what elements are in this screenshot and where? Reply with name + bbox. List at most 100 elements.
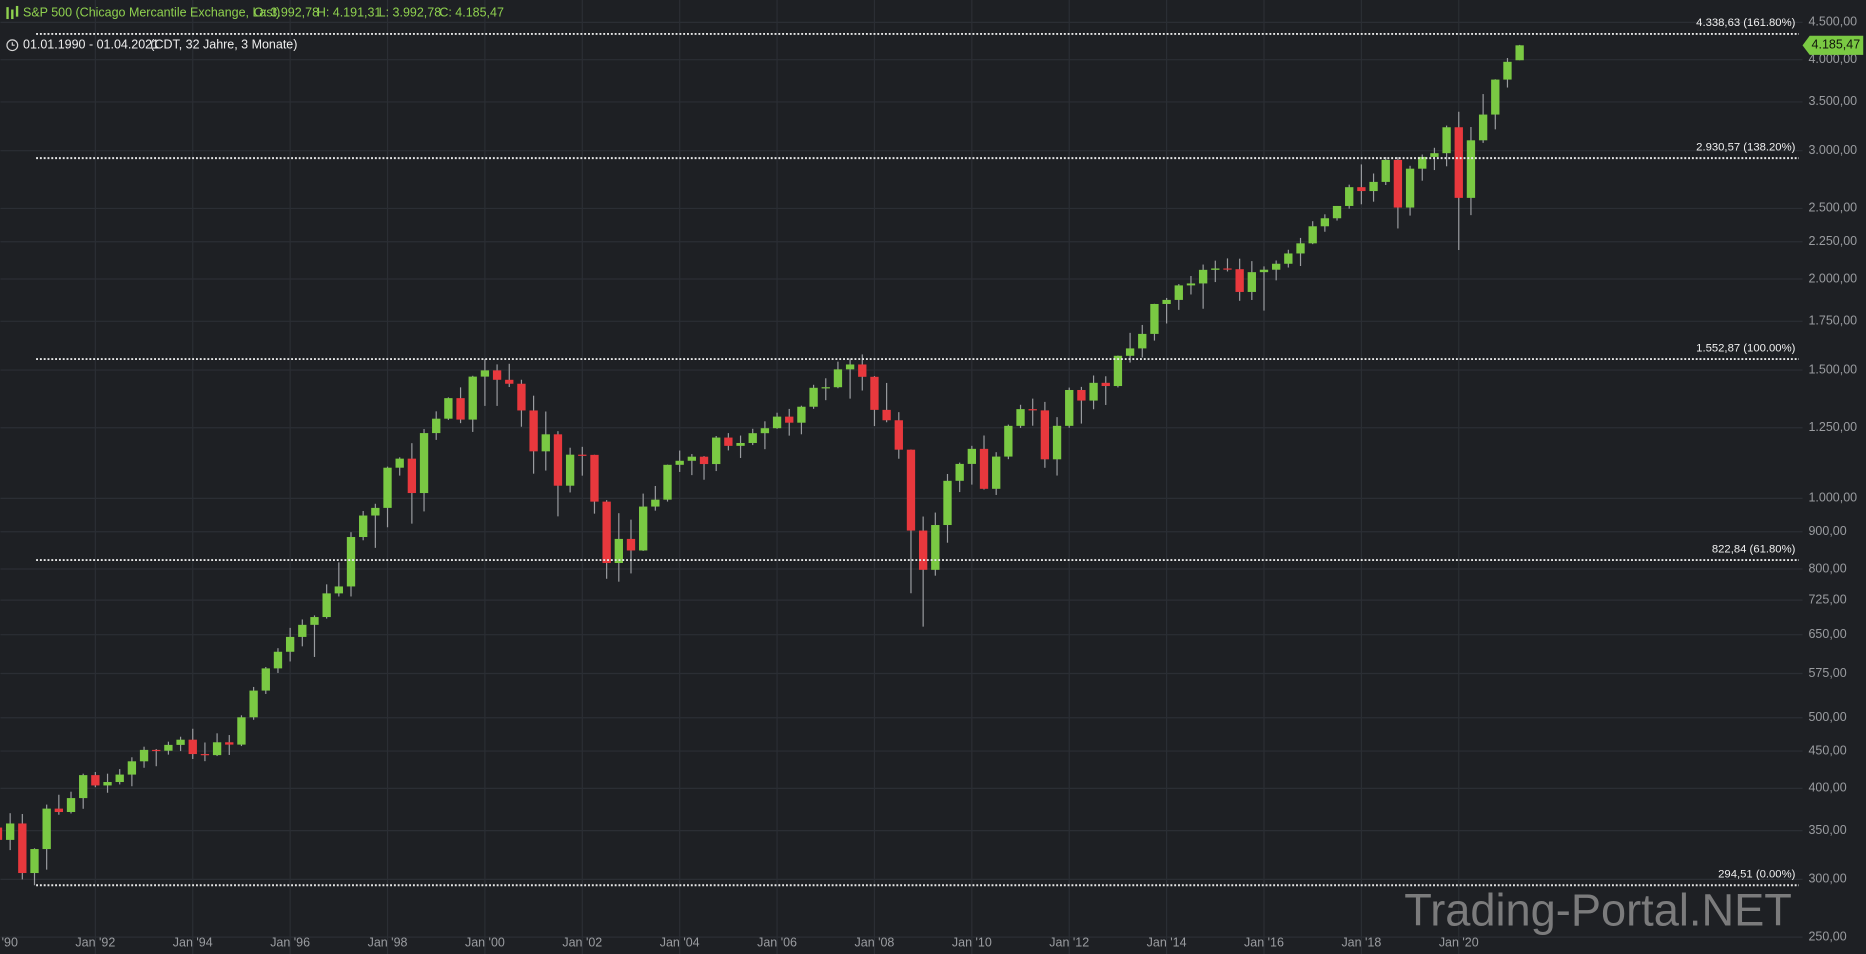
candle-body — [139, 749, 149, 762]
y-tick-label: 400,00 — [1808, 781, 1846, 795]
candle-body — [1466, 140, 1476, 198]
x-tick-label: Jan '18 — [1341, 936, 1381, 950]
candle-body — [66, 798, 76, 813]
x-tick-label: Jan '90 — [0, 936, 18, 950]
x-tick-label: Jan '02 — [562, 936, 602, 950]
x-tick-label: Jan '96 — [270, 936, 310, 950]
candle-body — [1089, 382, 1098, 401]
y-tick-label: 3.500,00 — [1808, 94, 1857, 108]
candle-body — [1186, 283, 1196, 286]
y-tick-label: 2.250,00 — [1808, 234, 1857, 248]
candle-body — [346, 537, 356, 587]
candle-body — [967, 448, 977, 464]
ohlc-high: H: 4.191,31 — [317, 5, 382, 19]
x-tick-label: Jan '06 — [757, 936, 797, 950]
date-range-detail: (CDT, 32 Jahre, 3 Monate) — [150, 37, 297, 51]
y-tick-label: 350,00 — [1808, 823, 1846, 837]
y-tick-label: 575,00 — [1808, 666, 1846, 680]
candle-body — [1052, 425, 1062, 460]
y-tick-label: 4.000,00 — [1808, 52, 1857, 66]
candle-body — [261, 668, 270, 691]
candle-body — [870, 376, 879, 410]
candle-body — [517, 383, 526, 411]
candle-body — [176, 739, 185, 745]
candle-body — [1162, 299, 1171, 304]
candle-body — [1174, 285, 1183, 300]
symbol: S&P 500 (Chicago Mercantile Exchange, La… — [23, 5, 280, 19]
candle-body — [675, 460, 684, 465]
x-tick-label: Jan '20 — [1439, 936, 1479, 950]
candle-body — [480, 370, 490, 377]
fib-label: 822,84 (61.80%) — [1712, 543, 1796, 555]
candle-body — [188, 739, 197, 755]
candle-body — [882, 409, 891, 421]
candle-body — [565, 454, 575, 486]
candle-body — [943, 480, 952, 526]
candle-body — [724, 437, 733, 446]
fib-label: 2.930,57 (138.20%) — [1696, 141, 1795, 153]
candle-body — [492, 370, 502, 380]
candle-body — [699, 456, 709, 465]
candle-body — [1272, 263, 1281, 270]
y-tick-label: 800,00 — [1808, 561, 1846, 575]
candle-body — [1369, 181, 1378, 192]
y-tick-label: 1.500,00 — [1808, 362, 1857, 376]
ohlc-low: L: 3.992,78 — [379, 5, 442, 19]
candle-body — [809, 387, 818, 407]
candle-body — [1211, 268, 1220, 270]
candle-body — [979, 448, 989, 489]
y-tick-label: 1.000,00 — [1808, 491, 1857, 505]
candle-body — [833, 369, 843, 388]
candle-body — [1028, 409, 1037, 411]
candle-body — [505, 379, 514, 384]
candle-body — [1198, 269, 1208, 284]
y-tick-label: 250,00 — [1808, 929, 1846, 943]
watermark: Trading-Portal.NET — [1404, 884, 1792, 935]
y-tick-label: 300,00 — [1808, 872, 1846, 886]
candle-body — [456, 398, 465, 420]
candle-body — [663, 464, 672, 500]
candle-body — [1223, 268, 1232, 270]
y-tick-label: 4.500,00 — [1808, 15, 1857, 29]
candle-body — [1357, 187, 1366, 192]
x-tick-label: Jan '94 — [173, 936, 213, 950]
candle-body — [1138, 333, 1147, 349]
candle-body — [712, 437, 721, 465]
candle-body — [1296, 243, 1305, 254]
y-tick-label: 3.000,00 — [1808, 143, 1857, 157]
x-tick-label: Jan '98 — [368, 936, 408, 950]
candle-body — [614, 538, 623, 564]
candle-body — [225, 742, 234, 745]
fib-label: 294,51 (0.00%) — [1718, 869, 1795, 881]
candle-body — [1393, 159, 1403, 208]
candle-body — [931, 525, 940, 570]
candle-body — [419, 433, 429, 494]
date-range: 01.01.1990 - 01.04.2021 — [23, 37, 159, 51]
candle-body — [906, 449, 916, 531]
candle-body — [273, 651, 283, 669]
candle-body — [127, 761, 137, 775]
candle-body — [1491, 79, 1500, 115]
candle-body — [845, 364, 855, 370]
plot — [0, 33, 1799, 887]
candle-body — [797, 406, 806, 423]
candle-body — [1247, 272, 1256, 292]
candle-body — [103, 782, 112, 786]
candle-body — [42, 808, 51, 850]
candle-body — [541, 434, 550, 452]
y-tick-label: 650,00 — [1808, 627, 1846, 641]
candle-body — [772, 416, 782, 429]
x-tick-label: Jan '14 — [1147, 936, 1187, 950]
fib-label: 1.552,87 (100.00%) — [1696, 342, 1795, 354]
candle-body — [5, 823, 15, 840]
candle-body — [578, 454, 587, 456]
y-tick-label: 900,00 — [1808, 524, 1846, 538]
candle-body — [1345, 187, 1354, 206]
candle-body — [30, 849, 39, 874]
candle-body — [748, 433, 757, 443]
candle-body — [310, 617, 319, 625]
candle-body — [687, 456, 697, 461]
x-tick-label: Jan '08 — [855, 936, 895, 950]
